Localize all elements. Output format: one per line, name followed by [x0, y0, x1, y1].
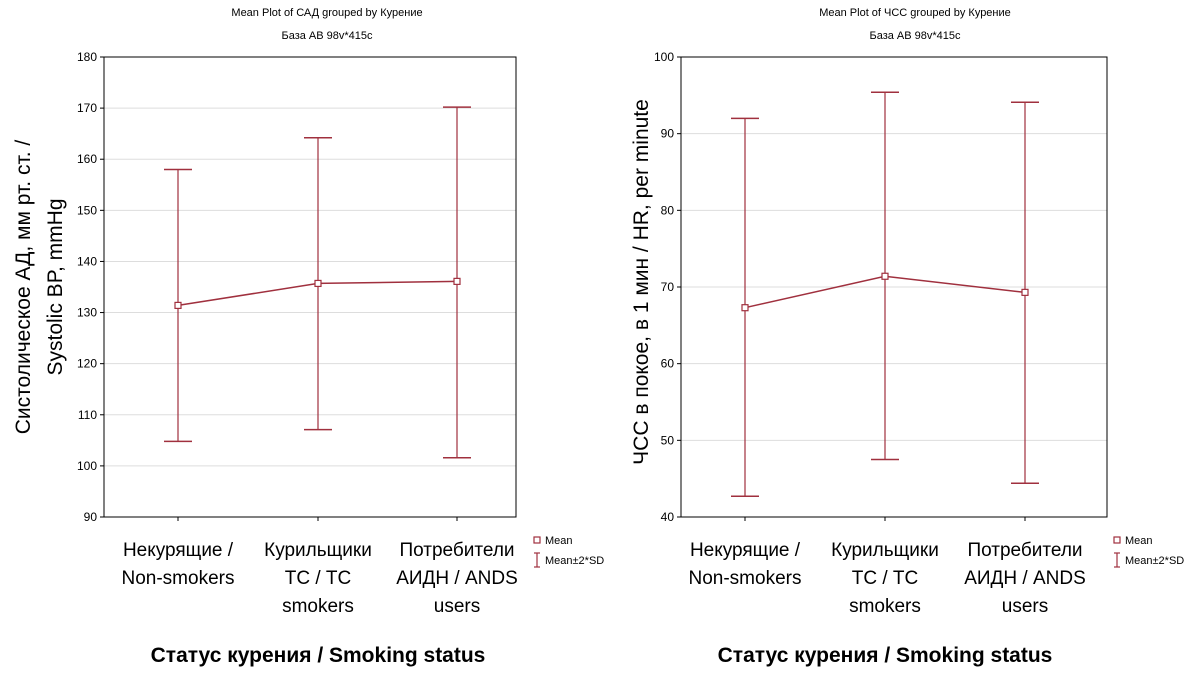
x-category-label: Non-smokers: [122, 568, 235, 589]
x-category-label: ТС / TC: [285, 568, 352, 589]
legend-mean-marker: [1113, 536, 1121, 544]
x-category-label: Потребители: [967, 540, 1082, 561]
y-tick-label: 180: [77, 50, 97, 64]
legend-label-mean: Mean: [545, 535, 573, 547]
y-tick-label: 110: [78, 408, 97, 422]
x-category-label: АИДН / ANDS: [964, 568, 1086, 589]
y-tick-label: 40: [661, 510, 675, 524]
legend-label-sd: Mean±2*SD: [1125, 555, 1184, 567]
y-tick-label: 120: [77, 357, 97, 371]
mean-point: [174, 301, 182, 309]
mean-point: [881, 272, 889, 280]
x-axis-label: Статус курения / Smoking status: [151, 644, 486, 667]
y-axis-label: ЧСС в покое, в 1 мин / HR, per minute: [630, 99, 653, 465]
x-category-label: Некурящие /: [123, 540, 234, 561]
chart-panel-1: Mean Plot of САД grouped by Курение База …: [12, 7, 604, 667]
y-tick-label: 150: [77, 203, 97, 217]
y-tick-label: 90: [84, 510, 98, 524]
y-tick-label: 100: [654, 50, 674, 64]
x-category-label: smokers: [282, 596, 354, 617]
x-category-label: Non-smokers: [689, 568, 802, 589]
y-tick-label: 90: [661, 127, 675, 141]
legend-label-sd: Mean±2*SD: [545, 555, 604, 567]
x-category-label: users: [434, 596, 480, 617]
x-category-label: smokers: [849, 596, 921, 617]
y-tick-label: 70: [661, 280, 675, 294]
y-tick-label: 50: [661, 433, 675, 447]
y-tick-label: 160: [77, 152, 97, 166]
x-category-label: Некурящие /: [690, 540, 801, 561]
y-axis-label: Systolic BP, mmHg: [44, 199, 67, 376]
y-tick-label: 140: [77, 254, 97, 268]
legend-mean-marker: [533, 536, 541, 544]
y-tick-label: 60: [661, 357, 675, 371]
y-tick-label: 130: [77, 306, 97, 320]
y-tick-label: 80: [661, 203, 675, 217]
mean-point: [453, 277, 461, 285]
legend-label-mean: Mean: [1125, 535, 1153, 547]
mean-point: [1021, 288, 1029, 296]
chart-subtitle: База АВ 98v*415c: [869, 30, 961, 42]
x-category-label: АИДН / ANDS: [396, 568, 518, 589]
plot-frame: [103, 56, 517, 518]
y-axis-label: Систолическое АД, мм рт. ст. /: [12, 140, 35, 435]
mean-point: [314, 279, 322, 288]
x-axis-label: Статус курения / Smoking status: [718, 644, 1053, 667]
chart-title: Mean Plot of САД grouped by Курение: [231, 7, 422, 19]
x-category-label: Курильщики: [264, 540, 372, 561]
x-category-label: Курильщики: [831, 540, 939, 561]
chart-panel-2: Mean Plot of ЧСС grouped by Курение База …: [630, 7, 1184, 667]
x-category-label: Потребители: [399, 540, 514, 561]
mean-point: [741, 304, 749, 312]
x-category-label: users: [1002, 596, 1048, 617]
y-tick-label: 100: [77, 459, 97, 473]
chart-title: Mean Plot of ЧСС grouped by Курение: [819, 7, 1011, 19]
y-tick-label: 170: [77, 101, 97, 115]
plot-frame: [680, 56, 1108, 518]
x-category-label: ТС / TC: [852, 568, 919, 589]
chart-subtitle: База АВ 98v*415c: [281, 30, 373, 42]
